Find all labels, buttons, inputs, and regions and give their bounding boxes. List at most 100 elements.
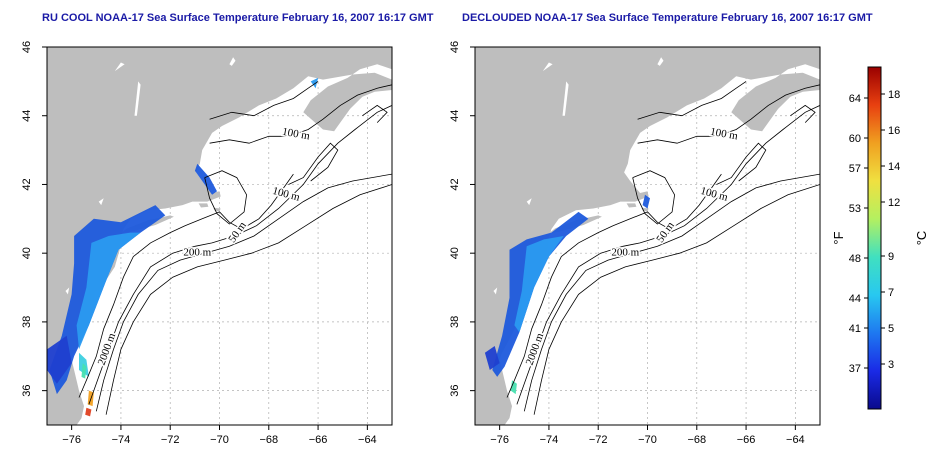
contour-line: [105, 184, 392, 415]
fahrenheit-tick-label: 37: [849, 363, 861, 375]
celsius-label: °C: [914, 231, 929, 246]
lon-tick-label: −68: [259, 434, 278, 446]
lon-tick-label: −74: [540, 434, 559, 446]
contour-line: [78, 173, 294, 398]
lon-tick-label: −74: [112, 434, 131, 446]
inland-lakes: [65, 57, 236, 295]
sst-patch: [85, 407, 92, 417]
contour-label: 200 m: [183, 247, 211, 259]
sst-data-overlay: [47, 77, 319, 417]
lon-tick-label: −72: [589, 434, 608, 446]
lake-polygon: [65, 287, 70, 295]
sst-patch: [484, 346, 500, 370]
lat-tick-label: 38: [21, 316, 33, 328]
contour-line: [516, 105, 820, 405]
contour-line: [288, 142, 339, 185]
panel-ru-cool: RU COOL NOAA-17 Sea Surface Temperature …: [21, 12, 434, 446]
contour-line: [637, 81, 747, 120]
land-polygon: [47, 47, 392, 425]
lat-tick-label: 44: [449, 110, 461, 122]
lake-polygon: [562, 81, 569, 116]
contour-label: 200 m: [611, 247, 639, 259]
island-polygon: [626, 203, 637, 208]
contour-line: [790, 104, 816, 123]
celsius-tick-label: 3: [888, 359, 894, 371]
lake-polygon: [542, 62, 553, 72]
sst-patch: [81, 363, 87, 379]
contour-line: [523, 173, 820, 412]
celsius-tick-label: 16: [888, 125, 900, 137]
sst-patch: [49, 205, 166, 395]
celsius-tick-label: 18: [888, 89, 900, 101]
lat-tick-label: 42: [21, 178, 33, 190]
sst-data-overlay: [484, 194, 650, 395]
fahrenheit-ticks: 37 41 44 48 53 57 60 64: [849, 93, 868, 375]
lat-tick-label: 42: [449, 178, 461, 190]
lon-tick-label: −72: [161, 434, 180, 446]
fahrenheit-tick-label: 57: [849, 163, 861, 175]
lon-tick-label: −64: [358, 434, 377, 446]
lon-tick-label: −66: [309, 434, 328, 446]
lake-polygon: [493, 287, 498, 295]
contour-line: [209, 81, 319, 120]
axis-ticks: −76 −74 −72 −70 −68 −66 −64 36 38 40 42 44 46: [21, 41, 377, 446]
contour-line: [637, 84, 820, 144]
lon-tick-label: −68: [687, 434, 706, 446]
sst-patch: [492, 211, 589, 377]
lat-tick-label: 46: [449, 41, 461, 53]
island-polygon: [198, 203, 209, 208]
lat-tick-label: 40: [21, 247, 33, 259]
contour-line: [533, 184, 820, 415]
contour-line: [632, 170, 676, 225]
lon-tick-label: −76: [62, 434, 81, 446]
fahrenheit-label: °F: [831, 231, 846, 244]
contour-line: [95, 173, 392, 412]
lon-tick-label: −64: [786, 434, 805, 446]
contour-line: [209, 84, 392, 144]
lon-tick-label: −70: [210, 434, 229, 446]
panel-title: DECLOUDED NOAA-17 Sea Surface Temperatur…: [462, 12, 873, 24]
inland-lakes: [493, 57, 664, 295]
fahrenheit-tick-label: 64: [849, 93, 861, 105]
sst-patch: [194, 163, 217, 195]
panel-title: RU COOL NOAA-17 Sea Surface Temperature …: [42, 12, 434, 24]
contour-line: [716, 142, 767, 185]
fahrenheit-tick-label: 48: [849, 253, 861, 265]
lat-tick-label: 36: [449, 385, 461, 397]
celsius-tick-label: 12: [888, 197, 900, 209]
contour-line: [204, 170, 248, 225]
celsius-tick-label: 5: [888, 323, 894, 335]
lake-polygon: [657, 57, 664, 66]
lon-tick-label: −66: [737, 434, 756, 446]
celsius-ticks: 3 5 7 9 12 14 16 18: [881, 89, 900, 371]
sst-patch: [310, 77, 319, 89]
contour-line: [88, 105, 392, 405]
lat-tick-label: 36: [21, 385, 33, 397]
lake-polygon: [134, 81, 141, 116]
fahrenheit-tick-label: 44: [849, 293, 861, 305]
lake-polygon: [98, 198, 104, 206]
fahrenheit-tick-label: 60: [849, 133, 861, 145]
lake-polygon: [229, 57, 236, 66]
land-polygon: [475, 47, 820, 425]
lat-tick-label: 44: [21, 110, 33, 122]
sst-patch: [514, 236, 564, 333]
colorbar-gradient: [867, 66, 882, 410]
axis-ticks: −76 −74 −72 −70 −68 −66 −64 36 38 40 42 44 46: [449, 41, 805, 446]
contour-line: [362, 104, 388, 123]
celsius-tick-label: 14: [888, 161, 900, 173]
lon-tick-label: −70: [638, 434, 657, 446]
lat-tick-label: 46: [21, 41, 33, 53]
sst-patch: [510, 380, 517, 395]
lon-tick-label: −76: [490, 434, 509, 446]
panel-declouded: DECLOUDED NOAA-17 Sea Surface Temperatur…: [449, 12, 873, 446]
contour-line: [506, 173, 722, 398]
sst-patch: [642, 194, 650, 209]
lat-tick-label: 40: [449, 247, 461, 259]
celsius-tick-label: 7: [888, 287, 894, 299]
sst-patch: [47, 335, 72, 384]
sst-patch: [76, 232, 141, 350]
lake-polygon: [526, 198, 532, 206]
